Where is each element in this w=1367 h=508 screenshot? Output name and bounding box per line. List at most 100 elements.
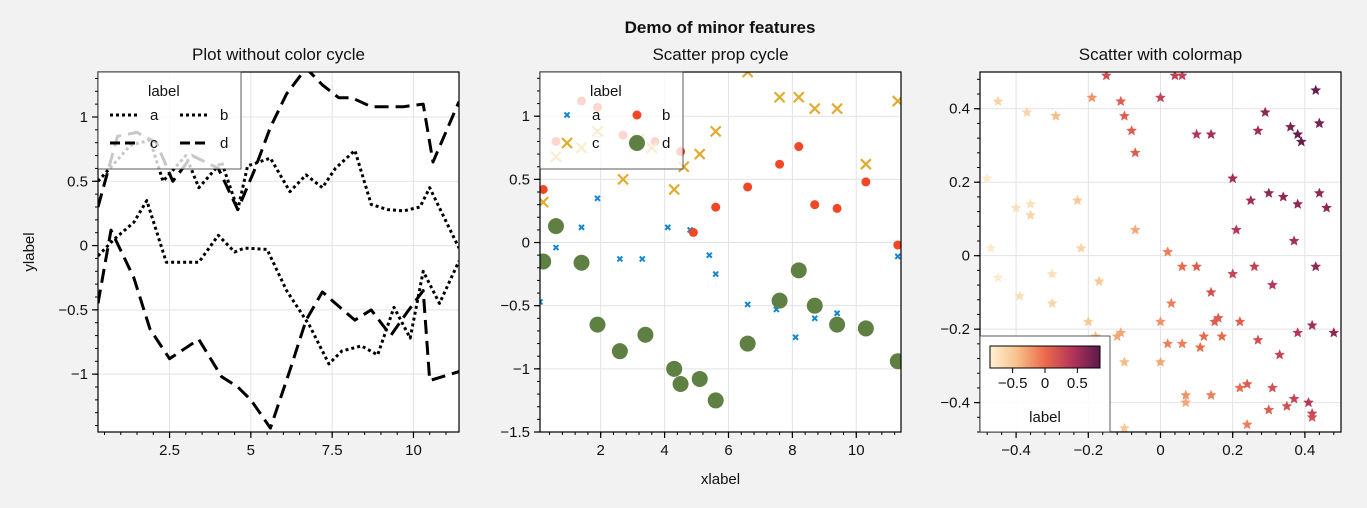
- star-point: [1072, 194, 1083, 206]
- point-a: [594, 195, 601, 202]
- axes-2: Scatter prop cycle 2 4 6 8 10 −1.5 −1 −0.5 0 0.5 1 x…: [500, 45, 902, 488]
- point-c: [892, 95, 901, 107]
- star-point: [1082, 316, 1094, 327]
- point-c: [831, 102, 843, 115]
- legend-title: label: [148, 83, 180, 100]
- point-c: [617, 173, 629, 186]
- point-a: [664, 224, 671, 231]
- star-point: [1266, 279, 1278, 290]
- point-d: [540, 253, 552, 270]
- legend-label-b: b: [662, 107, 670, 124]
- point-d: [806, 297, 823, 314]
- star-point: [1277, 191, 1289, 202]
- point-d: [889, 353, 901, 370]
- point-a: [616, 255, 624, 263]
- y-tick-label: 0.5: [509, 171, 530, 188]
- x-tick-label: 2: [597, 442, 605, 459]
- legend-handle-b: [632, 110, 642, 120]
- point-c: [792, 91, 805, 104]
- star-point: [1198, 330, 1210, 342]
- y-tick-label: 0: [80, 238, 88, 255]
- star-point: [1245, 194, 1257, 206]
- x-tick-label: 5: [247, 442, 255, 459]
- star-point: [1216, 330, 1228, 342]
- star-point: [1281, 400, 1293, 411]
- star-point: [1248, 260, 1260, 272]
- point-a: [578, 224, 585, 231]
- star-point: [1227, 172, 1239, 184]
- star-point: [985, 242, 997, 253]
- star-point: [1155, 316, 1166, 327]
- star-point: [1313, 187, 1325, 198]
- star-point: [1230, 224, 1242, 235]
- point-d: [691, 370, 708, 387]
- star-point: [1205, 286, 1217, 298]
- y-tick-label: −0.5: [58, 302, 88, 319]
- star-point: [1310, 260, 1322, 272]
- star-point: [1274, 349, 1286, 360]
- star-point: [1288, 393, 1300, 404]
- colorbar: −0.5 0 0.5 label: [979, 335, 1111, 433]
- x-tick-label: 6: [724, 442, 732, 459]
- legend-title: label: [590, 83, 622, 100]
- star-point: [1328, 327, 1340, 338]
- legend-handle-a: [563, 111, 571, 119]
- legend-label-c: c: [592, 135, 600, 152]
- star-point: [1292, 128, 1304, 140]
- point-c: [668, 183, 680, 196]
- x-tick-label: 8: [788, 442, 796, 459]
- star-point: [1046, 268, 1058, 279]
- y-tick-label: −0.4: [940, 395, 970, 412]
- star-point: [1118, 422, 1130, 432]
- point-c: [860, 158, 872, 170]
- y-tick-label: −1: [71, 366, 88, 383]
- point-d: [829, 316, 846, 333]
- star-point: [1263, 404, 1275, 415]
- star-point: [1191, 260, 1203, 272]
- star-point: [1050, 110, 1062, 121]
- axes-frame: [97, 71, 460, 433]
- star-point: [1162, 338, 1174, 349]
- star-point: [1014, 290, 1026, 301]
- legend-label-b: b: [220, 107, 228, 124]
- star-point: [1162, 246, 1174, 257]
- star-point: [1227, 268, 1239, 279]
- point-a: [833, 310, 841, 317]
- star-point: [1118, 356, 1130, 367]
- axes-frame: [539, 71, 902, 433]
- y-tick-label: 0.5: [67, 173, 88, 190]
- series-line-d: [98, 228, 459, 430]
- legend-label-d: d: [662, 135, 670, 152]
- axes-title: Plot without color cycle: [192, 45, 365, 64]
- star-point: [1252, 125, 1264, 136]
- star-point: [992, 271, 1004, 283]
- point-d: [707, 392, 724, 409]
- x-axis-label: xlabel: [701, 471, 740, 488]
- point-a: [894, 253, 901, 260]
- star-point: [1010, 202, 1022, 213]
- star-point: [1194, 341, 1206, 353]
- star-point: [1046, 297, 1058, 309]
- legend: label a b c d: [539, 71, 684, 170]
- point-d: [637, 326, 654, 343]
- legend-label-a: a: [592, 107, 601, 124]
- star-point: [1075, 242, 1087, 253]
- star-point: [1285, 121, 1296, 132]
- point-c: [773, 91, 786, 104]
- point-d: [573, 254, 590, 271]
- star-point: [1310, 84, 1322, 95]
- point-d: [589, 316, 606, 333]
- legend-handle-c: [561, 137, 573, 149]
- legend-label-c: c: [150, 135, 158, 152]
- x-tick-label: 7.5: [322, 442, 343, 459]
- suptitle: Demo of minor features: [625, 18, 816, 37]
- point-a: [792, 334, 799, 341]
- colorbar-strip: [989, 345, 1101, 369]
- axes-title: Scatter prop cycle: [652, 45, 788, 64]
- series-line-b: [98, 199, 459, 366]
- star-point: [1266, 382, 1278, 393]
- y-tick-label: 1: [522, 108, 530, 125]
